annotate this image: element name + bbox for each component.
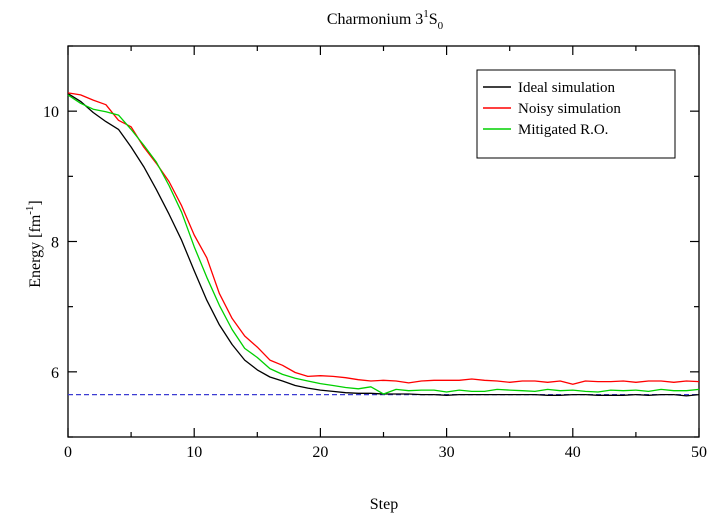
y-tick-label: 6 <box>51 365 59 382</box>
y-tick-label: 10 <box>43 104 59 121</box>
x-tick-label: 10 <box>186 444 202 461</box>
y-tick-label: 8 <box>51 235 59 252</box>
chart-title: Charmonium 31S0 <box>327 8 444 32</box>
y-axis-label: Energy [fm-1] <box>24 200 44 288</box>
x-tick-label: 50 <box>691 444 707 461</box>
legend-box <box>476 69 676 159</box>
x-tick-label: 30 <box>439 444 455 461</box>
series-line-3 <box>67 94 700 395</box>
legend: Ideal simulation Noisy simulation Mitigate… <box>476 69 676 159</box>
x-tick-label: 40 <box>565 444 581 461</box>
series-line-2 <box>67 92 700 385</box>
legend-label-3: Mitigated R.O. <box>518 122 608 138</box>
x-tick-label: 0 <box>64 444 72 461</box>
x-axis-label: Step <box>370 496 398 513</box>
legend-label-1: Ideal simulation <box>518 80 616 96</box>
legend-label-2: Noisy simulation <box>518 101 621 117</box>
x-tick-label: 20 <box>312 444 328 461</box>
